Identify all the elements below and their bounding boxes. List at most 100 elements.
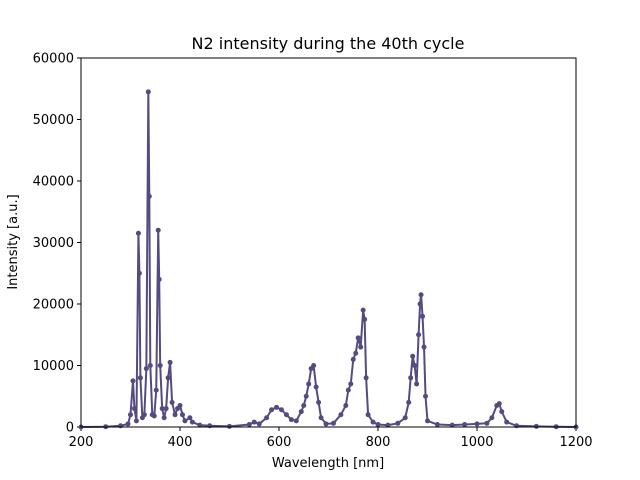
data-point xyxy=(264,415,270,421)
data-point xyxy=(362,316,368,322)
data-point xyxy=(161,415,167,421)
x-tick-label: 1000 xyxy=(460,435,493,450)
data-point xyxy=(345,387,351,393)
data-point xyxy=(146,193,152,199)
data-point xyxy=(163,406,169,412)
data-point xyxy=(484,420,490,426)
data-point xyxy=(353,350,359,356)
data-point xyxy=(412,363,418,368)
data-point xyxy=(288,417,294,423)
data-point xyxy=(350,356,356,362)
data-point xyxy=(330,420,336,426)
data-point xyxy=(323,421,329,427)
data-point xyxy=(182,418,188,424)
y-tick-label: 40000 xyxy=(33,175,74,190)
data-point xyxy=(197,422,203,428)
x-axis-label: Wavelength [nm] xyxy=(272,456,384,471)
x-tick-label: 1200 xyxy=(559,435,592,450)
x-tick-label: 400 xyxy=(168,435,193,450)
y-tick-label: 10000 xyxy=(33,359,74,374)
data-point xyxy=(499,409,505,415)
x-tick-label: 600 xyxy=(267,435,292,450)
data-point xyxy=(462,422,468,428)
data-point xyxy=(360,307,366,313)
data-point xyxy=(434,422,440,428)
data-point xyxy=(147,363,153,368)
data-point xyxy=(355,335,361,341)
data-point xyxy=(514,423,520,429)
data-point xyxy=(425,418,430,424)
data-point xyxy=(408,375,414,381)
data-point xyxy=(156,276,162,282)
data-point xyxy=(187,415,193,421)
data-point xyxy=(293,418,299,424)
data-point xyxy=(159,406,165,412)
data-point xyxy=(283,412,289,418)
data-point xyxy=(269,407,275,413)
data-point xyxy=(157,363,163,368)
data-point xyxy=(246,422,252,428)
data-point xyxy=(153,387,159,393)
chart-title: N2 intensity during the 40th cycle xyxy=(192,34,465,53)
data-point xyxy=(363,375,369,381)
data-point xyxy=(303,393,309,399)
data-point xyxy=(504,419,510,425)
data-point xyxy=(136,270,142,276)
y-tick-label: 60000 xyxy=(33,52,74,67)
data-point xyxy=(145,89,151,95)
data-point xyxy=(169,399,175,405)
data-point xyxy=(395,420,401,426)
data-point xyxy=(118,423,124,429)
data-point xyxy=(496,401,502,407)
data-point xyxy=(177,402,183,408)
data-point xyxy=(179,412,185,418)
data-point xyxy=(418,292,424,298)
data-point xyxy=(414,381,420,387)
data-point xyxy=(143,366,149,372)
data-point xyxy=(125,421,131,427)
data-point xyxy=(251,419,257,425)
data-point xyxy=(474,421,480,427)
data-point xyxy=(449,422,455,428)
plot-frame xyxy=(80,57,577,428)
data-point xyxy=(316,399,322,405)
data-point xyxy=(406,399,412,405)
y-tick-label: 50000 xyxy=(33,113,74,128)
data-point xyxy=(128,412,133,418)
data-point xyxy=(365,412,371,418)
data-point xyxy=(278,407,284,413)
y-tick-label: 20000 xyxy=(33,298,74,313)
data-point xyxy=(155,227,161,233)
data-point xyxy=(133,418,139,424)
data-point xyxy=(135,230,141,236)
data-point xyxy=(172,412,178,418)
data-point xyxy=(423,393,429,399)
x-tick-label: 200 xyxy=(69,435,94,450)
data-point xyxy=(306,381,312,387)
y-tick-label: 0 xyxy=(66,421,74,436)
data-point xyxy=(274,404,280,410)
data-point xyxy=(417,301,423,307)
data-point xyxy=(533,423,539,429)
data-point xyxy=(207,423,213,429)
data-point xyxy=(348,381,354,387)
data-point xyxy=(141,412,147,418)
x-tick-label: 800 xyxy=(366,435,391,450)
data-point xyxy=(338,412,344,418)
data-point xyxy=(131,406,137,412)
data-point xyxy=(375,422,381,428)
data-point xyxy=(402,415,408,421)
data-point xyxy=(227,423,232,429)
data-point xyxy=(311,363,317,368)
y-tick-label: 30000 xyxy=(33,236,74,251)
y-axis-label: Intensity [a.u.] xyxy=(6,194,21,289)
data-point xyxy=(318,415,324,421)
data-point xyxy=(151,413,157,419)
data-point xyxy=(256,421,262,427)
data-point xyxy=(420,313,426,319)
data-point xyxy=(137,375,143,381)
data-point xyxy=(313,384,319,390)
data-point xyxy=(421,344,427,350)
data-point xyxy=(165,375,171,381)
